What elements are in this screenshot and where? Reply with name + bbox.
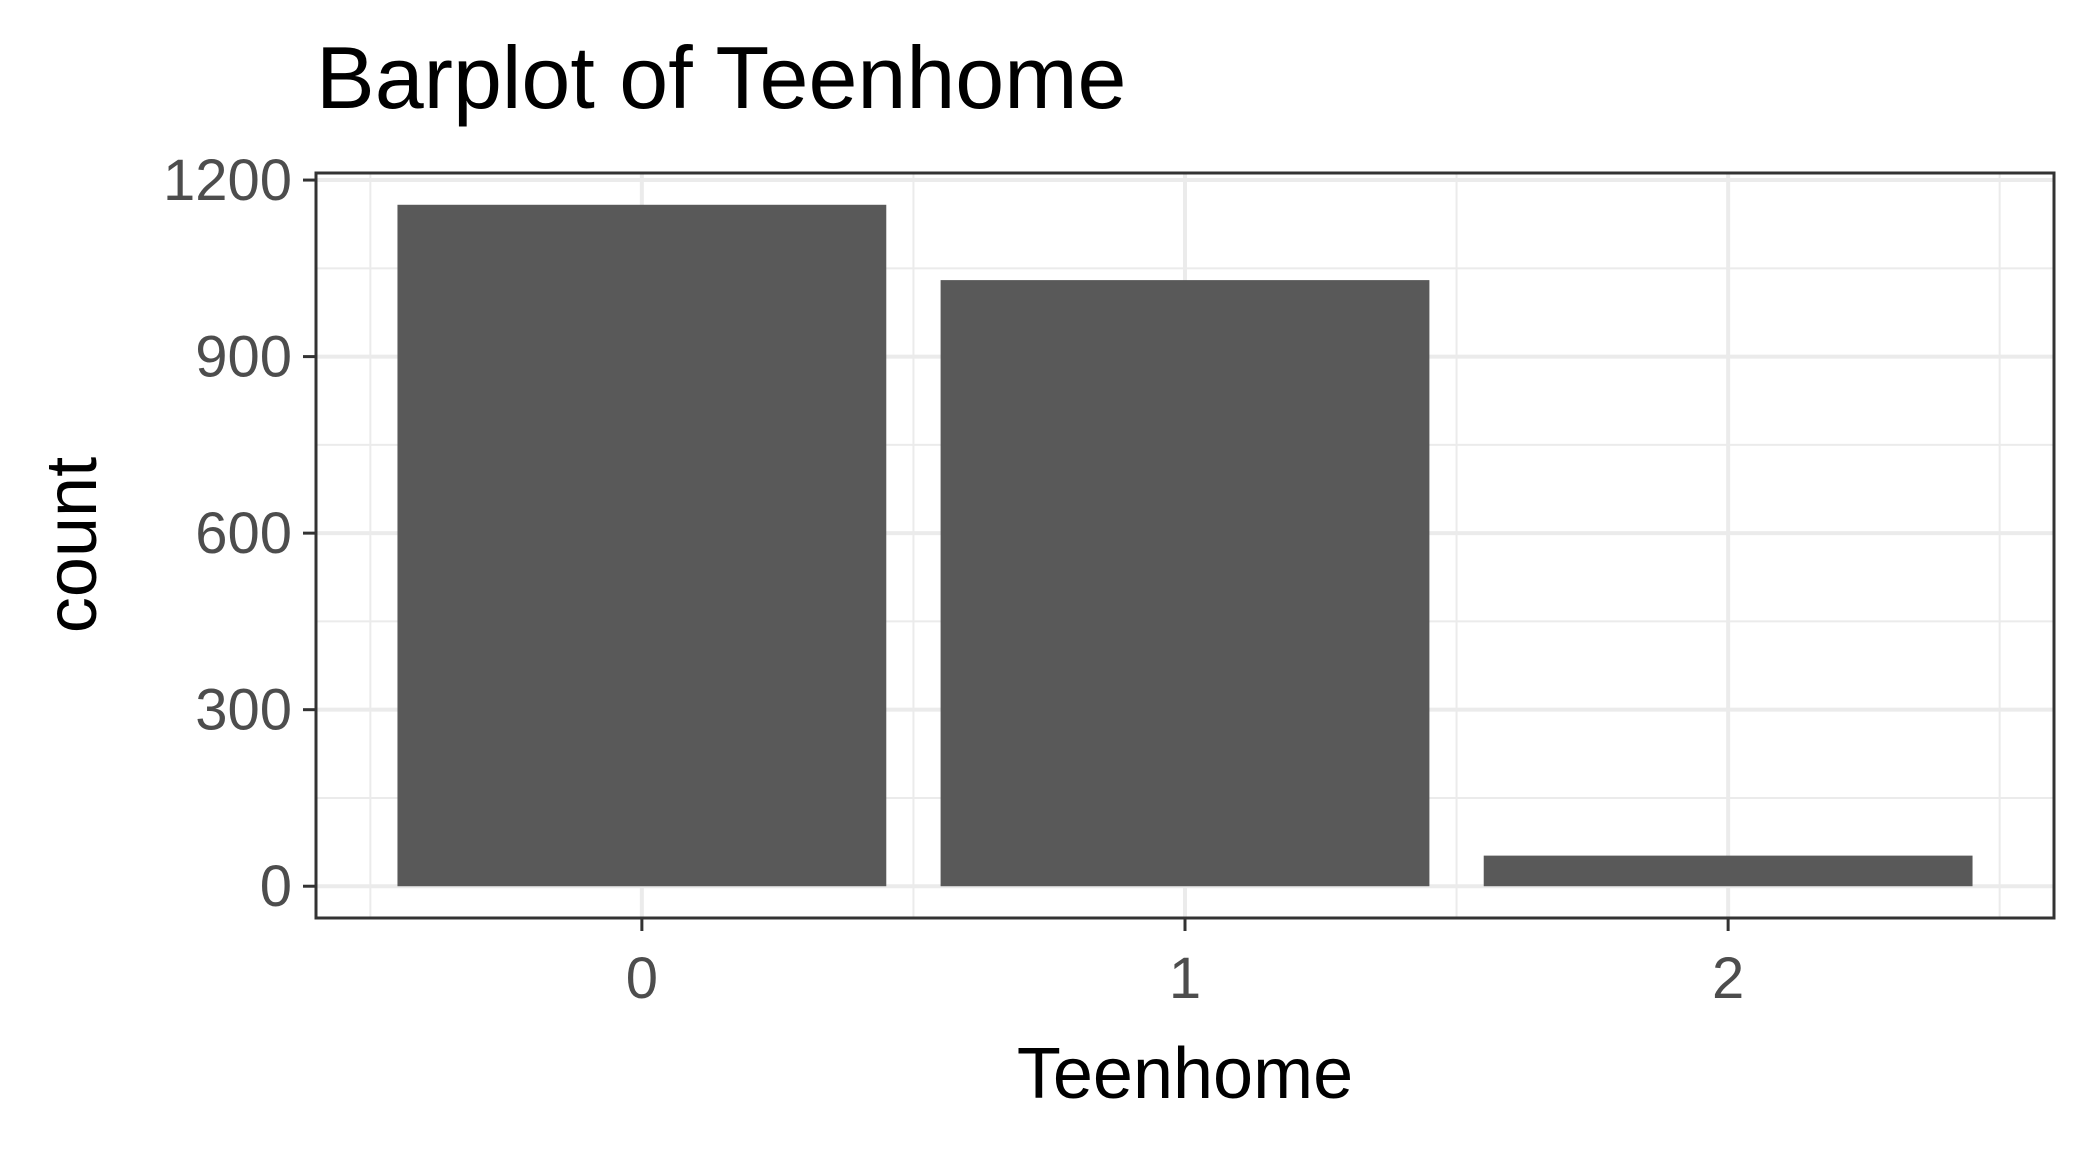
y-axis-title: count bbox=[32, 457, 112, 633]
y-tick-label: 0 bbox=[260, 854, 292, 919]
y-tick-label: 1200 bbox=[163, 148, 292, 213]
x-axis-title: Teenhome bbox=[1017, 1034, 1353, 1114]
y-tick-label: 300 bbox=[195, 678, 292, 743]
bars-layer bbox=[397, 204, 1973, 887]
bar-2 bbox=[1483, 855, 1973, 887]
y-tick-label: 900 bbox=[195, 325, 292, 390]
chart-title: Barplot of Teenhome bbox=[316, 28, 1126, 127]
x-tick-label: 2 bbox=[1712, 946, 1744, 1011]
bar-0 bbox=[397, 204, 887, 887]
x-tick-label: 0 bbox=[626, 946, 658, 1011]
x-tick-label: 1 bbox=[1169, 946, 1201, 1011]
x-axis: 0 1 2 bbox=[626, 918, 1744, 1011]
y-axis: 0 300 600 900 1200 bbox=[163, 148, 316, 919]
y-tick-label: 600 bbox=[195, 501, 292, 566]
bar-1 bbox=[940, 280, 1430, 887]
